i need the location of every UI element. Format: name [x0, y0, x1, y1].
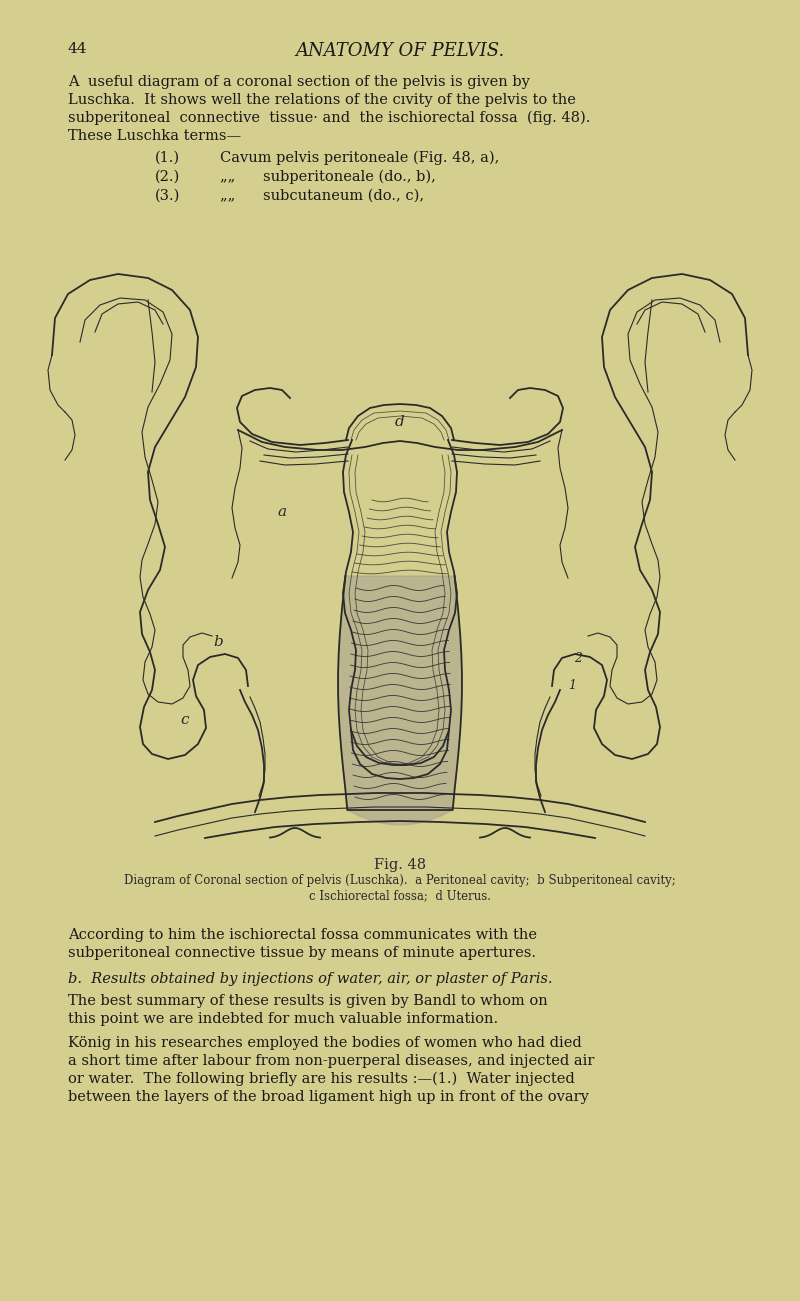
Text: The best summary of these results is given by Bandl to whom on: The best summary of these results is giv… — [68, 994, 548, 1008]
Text: „„      subcutaneum (do., c),: „„ subcutaneum (do., c), — [220, 189, 424, 203]
Text: These Luschka terms—: These Luschka terms— — [68, 129, 241, 143]
Text: 44: 44 — [68, 42, 87, 56]
Text: A  useful diagram of a coronal section of the pelvis is given by: A useful diagram of a coronal section of… — [68, 75, 530, 88]
Text: (3.): (3.) — [155, 189, 180, 203]
Text: „„      subperitoneale (do., b),: „„ subperitoneale (do., b), — [220, 170, 436, 185]
Text: subperitoneal connective tissue by means of minute apertures.: subperitoneal connective tissue by means… — [68, 946, 536, 960]
Text: subperitoneal  connective  tissue· and  the ischiorectal fossa  (fig. 48).: subperitoneal connective tissue· and the… — [68, 111, 590, 125]
Text: c: c — [181, 713, 190, 727]
Text: Luschka.  It shows well the relations of the cıvity of the pelvis to the: Luschka. It shows well the relations of … — [68, 92, 576, 107]
Text: a short time after labour from non-puerperal diseases, and injected air: a short time after labour from non-puerp… — [68, 1054, 594, 1068]
Text: ANATOMY OF PELVIS.: ANATOMY OF PELVIS. — [295, 42, 505, 60]
Text: (2.): (2.) — [155, 170, 180, 183]
Text: König in his researches employed the bodies of women who had died: König in his researches employed the bod… — [68, 1036, 582, 1050]
Text: b: b — [213, 635, 223, 649]
Text: Cavum pelvis peritoneale (Fig. 48, a),: Cavum pelvis peritoneale (Fig. 48, a), — [220, 151, 499, 165]
Text: b.  Results obtained by injections of water, air, or plaster of Paris.: b. Results obtained by injections of wat… — [68, 972, 553, 986]
Polygon shape — [338, 576, 462, 825]
Text: (1.): (1.) — [155, 151, 180, 165]
Text: between the layers of the broad ligament high up in front of the ovary: between the layers of the broad ligament… — [68, 1090, 589, 1105]
Text: or water.  The following briefly are his results :—(1.)  Water injected: or water. The following briefly are his … — [68, 1072, 574, 1086]
Text: According to him the ischiorectal fossa communicates with the: According to him the ischiorectal fossa … — [68, 928, 537, 942]
Text: Fig. 48: Fig. 48 — [374, 857, 426, 872]
Text: Diagram of Coronal section of pelvis (Luschka).  a Peritoneal cavity;  b Subperi: Diagram of Coronal section of pelvis (Lu… — [124, 874, 676, 902]
Text: 1: 1 — [568, 679, 576, 692]
Text: d: d — [395, 415, 405, 429]
Text: a: a — [278, 505, 286, 519]
Text: this point we are indebted for much valuable information.: this point we are indebted for much valu… — [68, 1012, 498, 1026]
Text: 2: 2 — [574, 652, 582, 665]
